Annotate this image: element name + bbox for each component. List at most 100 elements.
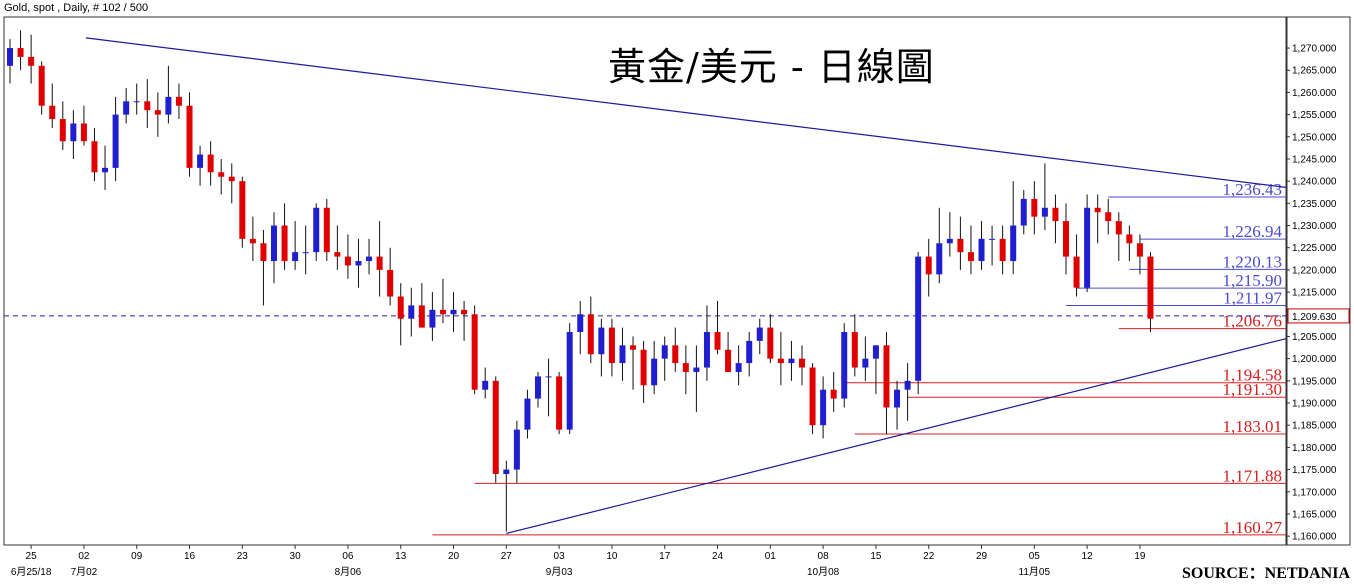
candle-body [535,376,541,399]
candle-body [904,380,911,390]
source-label: SOURCE：NETDANIA [1181,565,1350,582]
y-tick-label: 1,235.000 [1292,199,1337,210]
candle-body [989,238,996,240]
candle-body [17,48,24,57]
candle-body [186,105,193,168]
y-tick-label: 1,185.000 [1292,421,1337,432]
candle-body [672,345,679,364]
candle-body [756,327,763,341]
candle-body [577,314,584,333]
candle-body [936,243,943,275]
x-tick-label: 27 [501,551,513,562]
candle-body [292,252,299,262]
candle-body [429,309,436,328]
candle-body [841,332,848,399]
candle-body [630,345,637,350]
level-label: 1,171.88 [1223,466,1283,485]
candle-body [946,238,953,244]
candle-body [524,398,531,430]
candle-body [271,225,277,262]
candle-body [408,305,415,319]
candle-body [598,327,605,355]
x-month-label: 6月25/18 [11,566,52,578]
candle-body [872,345,879,359]
candle-body [1147,256,1154,319]
level-label: 1,194.58 [1223,366,1283,385]
x-tick-label: 23 [237,551,249,562]
candle-body [925,256,932,275]
x-month-label: 10月08 [807,566,840,578]
x-tick-label: 06 [342,551,354,562]
level-label: 1,191.30 [1223,380,1283,399]
x-tick-label: 03 [554,551,566,562]
x-tick-label: 20 [448,551,460,562]
candle-body [313,207,320,253]
candle-body [1126,234,1133,244]
chart-header: Gold, spot , Daily, # 102 / 500 [4,2,149,14]
y-tick-label: 1,200.000 [1292,354,1337,365]
candle-body [1115,221,1122,235]
x-month-label: 11月05 [1019,566,1051,578]
current-price-box [1287,308,1350,324]
candle-body [28,56,35,66]
candle-body [725,349,732,372]
candle-body [482,380,489,390]
x-tick-label: 10 [606,551,618,562]
candle-body [260,243,267,262]
x-month-label: 9月03 [546,566,573,578]
candle-body [165,96,172,115]
candle-body [249,238,256,244]
candle-body [239,181,246,239]
candle-body [133,101,140,103]
candle-body [355,261,362,266]
candle-body [197,154,204,168]
candle-body [38,65,45,106]
level-label: 1,220.13 [1223,252,1283,271]
candle-body [777,358,784,364]
candle-body [1041,207,1048,217]
candle-body [461,309,468,315]
level-label: 1,211.97 [1223,289,1282,308]
candle-body [661,345,668,359]
descending-trendline [85,37,1287,188]
x-tick-label: 05 [1029,551,1041,562]
candle-body [218,172,225,177]
candle-body [112,114,119,168]
candle-body [492,380,499,475]
x-tick-label: 02 [78,551,90,562]
candle-body [788,358,795,364]
y-tick-label: 1,190.000 [1292,399,1337,410]
candle-body [1063,221,1069,257]
candle-body [714,332,721,350]
candle-body [49,105,56,120]
x-tick-label: 08 [818,551,830,562]
y-tick-label: 1,270.000 [1292,44,1337,55]
x-tick-label: 29 [976,551,988,562]
candle-body [503,469,510,475]
candle-body [471,314,478,390]
candle-body [830,389,837,399]
x-tick-label: 12 [1082,551,1094,562]
candle-body [228,176,235,182]
candle-body [619,345,626,364]
candle-body [799,358,805,368]
candle-body [59,119,66,142]
y-tick-label: 1,260.000 [1292,88,1337,99]
x-tick-label: 01 [765,551,777,562]
candle-body [154,110,161,115]
level-label: 1,206.76 [1223,312,1283,331]
x-tick-label: 19 [1134,551,1146,562]
candle-body [7,48,13,66]
x-month-label: 8月06 [335,566,362,578]
candle-body [70,123,77,142]
candle-body [1031,198,1038,217]
candle-body [746,340,753,364]
candle-body [915,256,922,381]
candle-body [450,309,457,315]
candle-body [1084,207,1091,288]
candle-body [376,256,383,270]
x-tick-label: 09 [131,551,143,562]
x-tick-label: 30 [290,551,302,562]
x-tick-label: 25 [26,551,38,562]
